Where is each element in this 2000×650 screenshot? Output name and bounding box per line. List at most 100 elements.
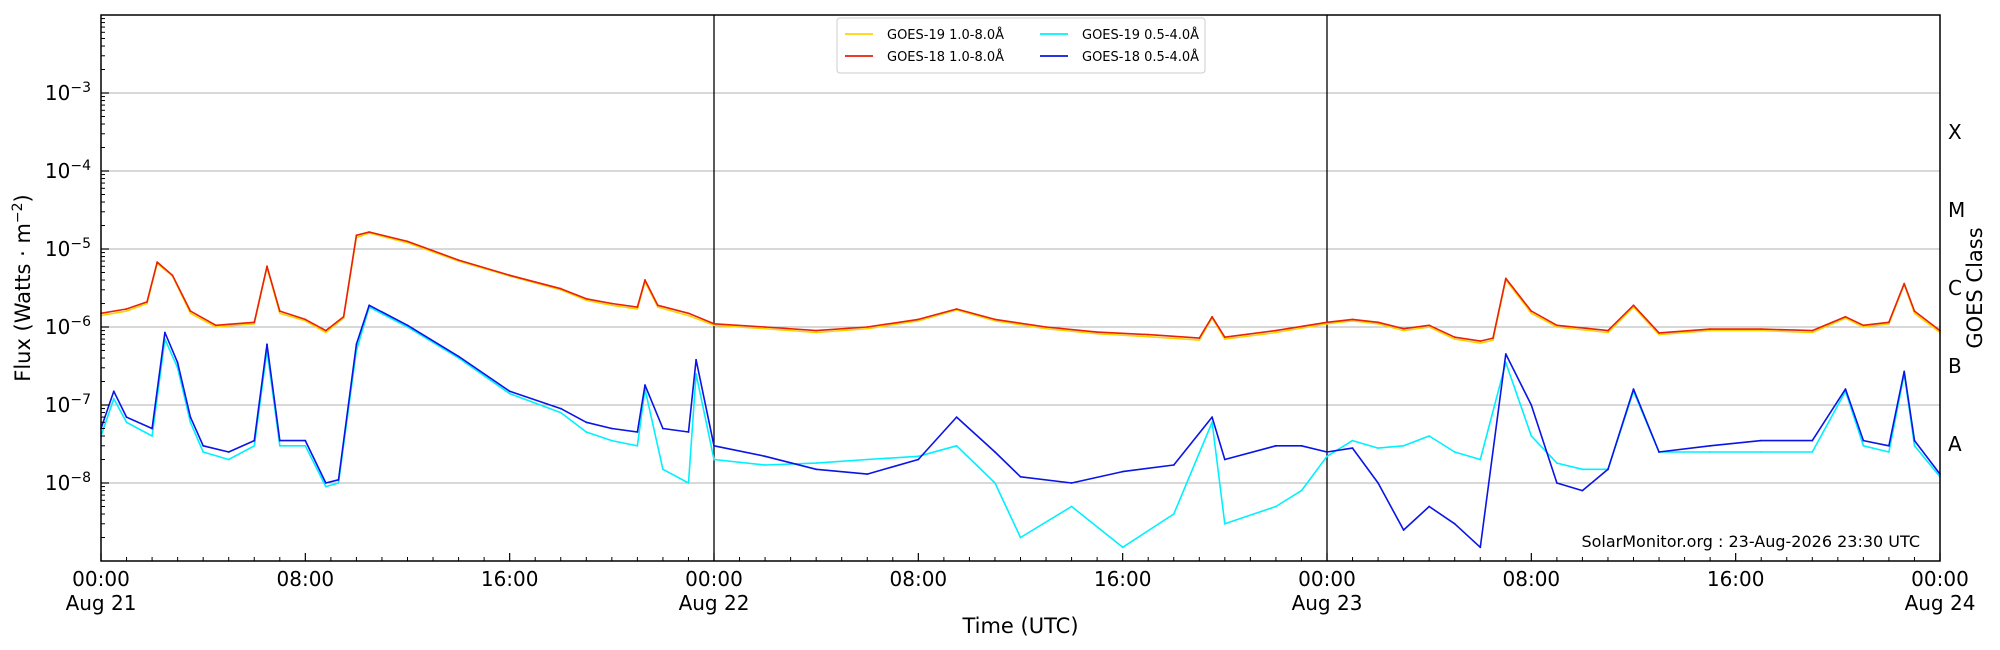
data-point [1300,444,1303,447]
y-tick-base: 10 [45,159,70,183]
y-axis-title: Flux (Watts · m−2) [10,194,35,382]
data-point [866,326,869,328]
data-point [1351,447,1354,449]
data-point [1428,505,1431,508]
series-line [100,306,1941,549]
data-point [1492,339,1494,341]
x-axis-title: Time (UTC) [961,614,1078,638]
data-point [112,390,115,393]
data-point [1913,444,1916,447]
data-point [1556,482,1558,484]
grid-layer [101,92,1940,484]
data-point [1913,310,1916,312]
legend-entry: GOES-18 1.0-8.0Å [887,49,1004,65]
data-point [687,482,690,484]
data-point [644,384,646,386]
data-point [171,274,174,277]
data-point [1275,505,1277,508]
data-point [1223,338,1226,340]
data-point [1888,444,1890,447]
data-point [764,455,766,458]
data-point [1453,451,1456,453]
data-point [1402,329,1405,332]
data-point [917,318,920,321]
data-point [1811,451,1814,453]
data-point [1903,282,1906,285]
data-point [1326,321,1328,324]
data-point [215,326,217,328]
data-point [457,355,460,358]
data-point [1504,353,1507,355]
data-point [1070,505,1073,508]
data-point [585,421,588,424]
data-point [713,322,715,325]
data-point [1211,416,1213,418]
series-line [100,232,1941,344]
data-point [815,331,818,334]
y-tick-label: 10−6 [45,314,91,339]
data-point [687,431,690,433]
data-point [1607,331,1609,334]
data-point [253,321,256,324]
data-point [1275,329,1277,332]
y-axis-title-exponent: −2 [10,202,26,223]
x-tick-time-label: 16:00 [481,567,539,591]
data-point [1402,444,1405,447]
data-point [1862,444,1865,447]
data-point [1903,370,1906,373]
data-point [764,326,766,328]
data-point [146,301,148,303]
data-point [1121,470,1124,473]
data-point [1658,332,1660,334]
y-axis-title-main: Flux (Watts · m [11,223,35,382]
data-point [1556,462,1558,464]
y-tick-label: 10−4 [45,158,91,183]
y-tick-base: 10 [45,81,70,105]
data-point [559,407,562,410]
data-point [610,304,613,307]
data-point [1811,439,1814,442]
data-point [695,373,697,375]
plot-frame [100,14,1941,562]
data-point [1581,489,1584,492]
data-point [189,312,192,315]
data-point [1147,335,1150,338]
data-point [1709,329,1711,332]
goes-class-label: B [1948,354,1962,378]
data-point [1453,336,1456,339]
legend-box [836,17,1206,74]
y-tick-exponent: −5 [70,236,91,252]
data-point [1530,312,1533,315]
data-point [1211,421,1213,424]
x-tick-time-label: 00:00 [685,567,743,591]
data-point [304,444,307,447]
goes-class-label: M [1948,198,1965,222]
data-point [1709,444,1711,447]
data-point [253,444,256,447]
data-point [1888,322,1890,325]
data-point [1096,332,1098,335]
data-point [324,482,327,484]
data-point [656,306,659,308]
data-point [1913,312,1916,315]
legend: GOES-19 1.0-8.0Å GOES-18 1.0-8.0Å GOES-19 … [836,17,1206,74]
data-point [304,439,307,442]
data-point [585,299,588,302]
data-point [1844,388,1847,390]
data-point [278,312,281,315]
data-point [764,464,766,466]
data-point [1402,529,1405,531]
data-point [764,327,766,330]
y-tick-exponent: −4 [70,158,91,174]
series-line [100,231,1941,342]
data-point [125,308,128,310]
data-point [1070,482,1073,484]
data-point [457,259,460,261]
data-point [636,306,639,308]
data-point [866,458,869,461]
data-point [662,468,664,471]
data-point [636,444,639,447]
data-point [406,324,409,327]
data-point [324,329,327,332]
data-point [355,343,358,346]
